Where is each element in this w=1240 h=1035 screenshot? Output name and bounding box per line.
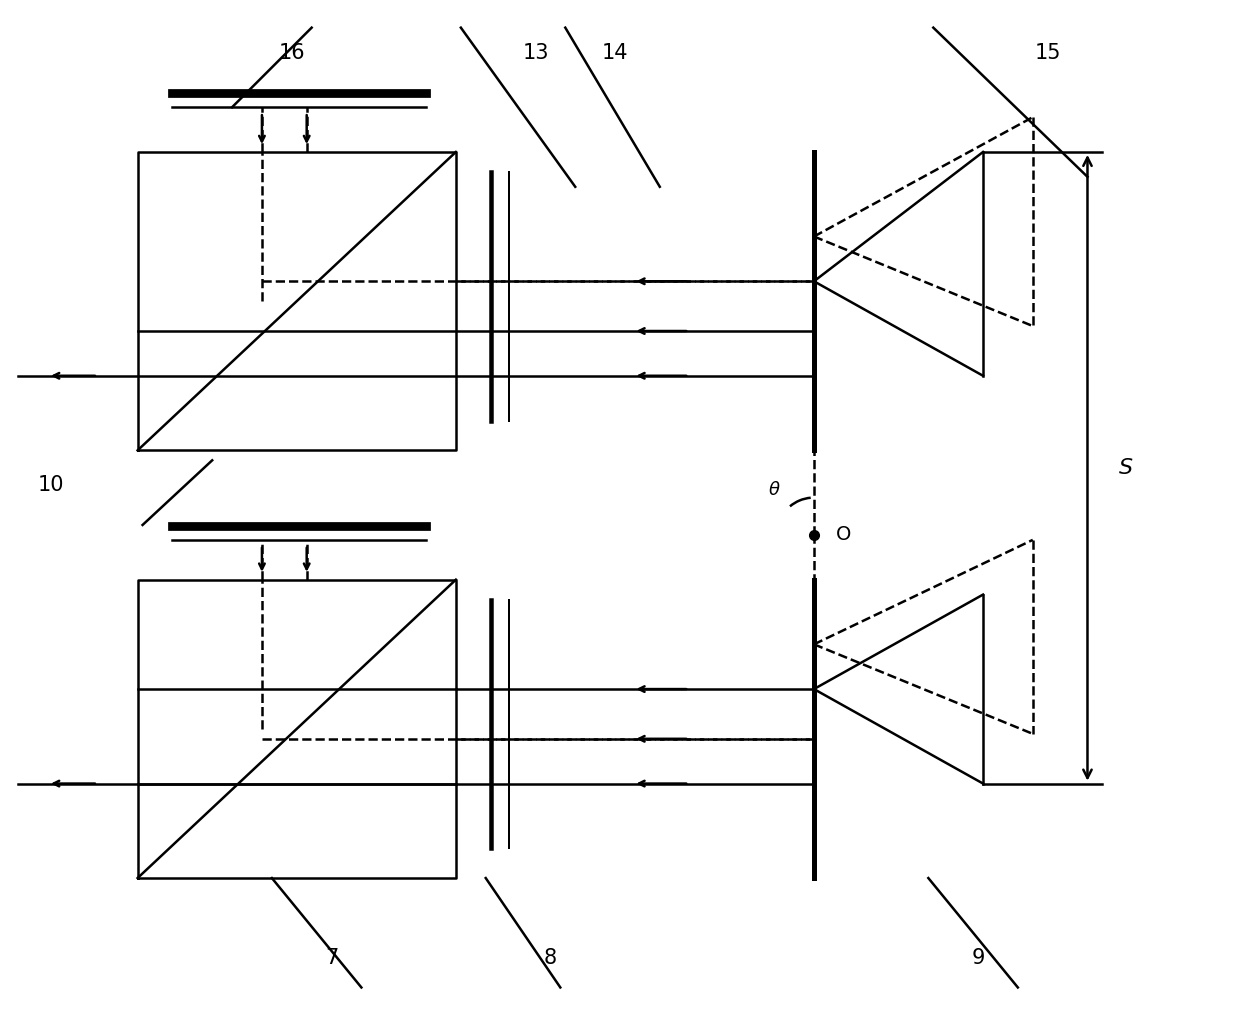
Text: 9: 9 xyxy=(971,948,985,968)
Text: 16: 16 xyxy=(279,42,305,62)
Text: 8: 8 xyxy=(544,948,557,968)
Text: S: S xyxy=(1120,457,1133,478)
Text: 7: 7 xyxy=(325,948,339,968)
Text: 15: 15 xyxy=(1034,42,1061,62)
Text: 14: 14 xyxy=(601,42,629,62)
Text: 10: 10 xyxy=(38,475,64,495)
Text: 13: 13 xyxy=(522,42,549,62)
Text: $\theta$: $\theta$ xyxy=(768,481,780,499)
Text: O: O xyxy=(836,526,851,544)
